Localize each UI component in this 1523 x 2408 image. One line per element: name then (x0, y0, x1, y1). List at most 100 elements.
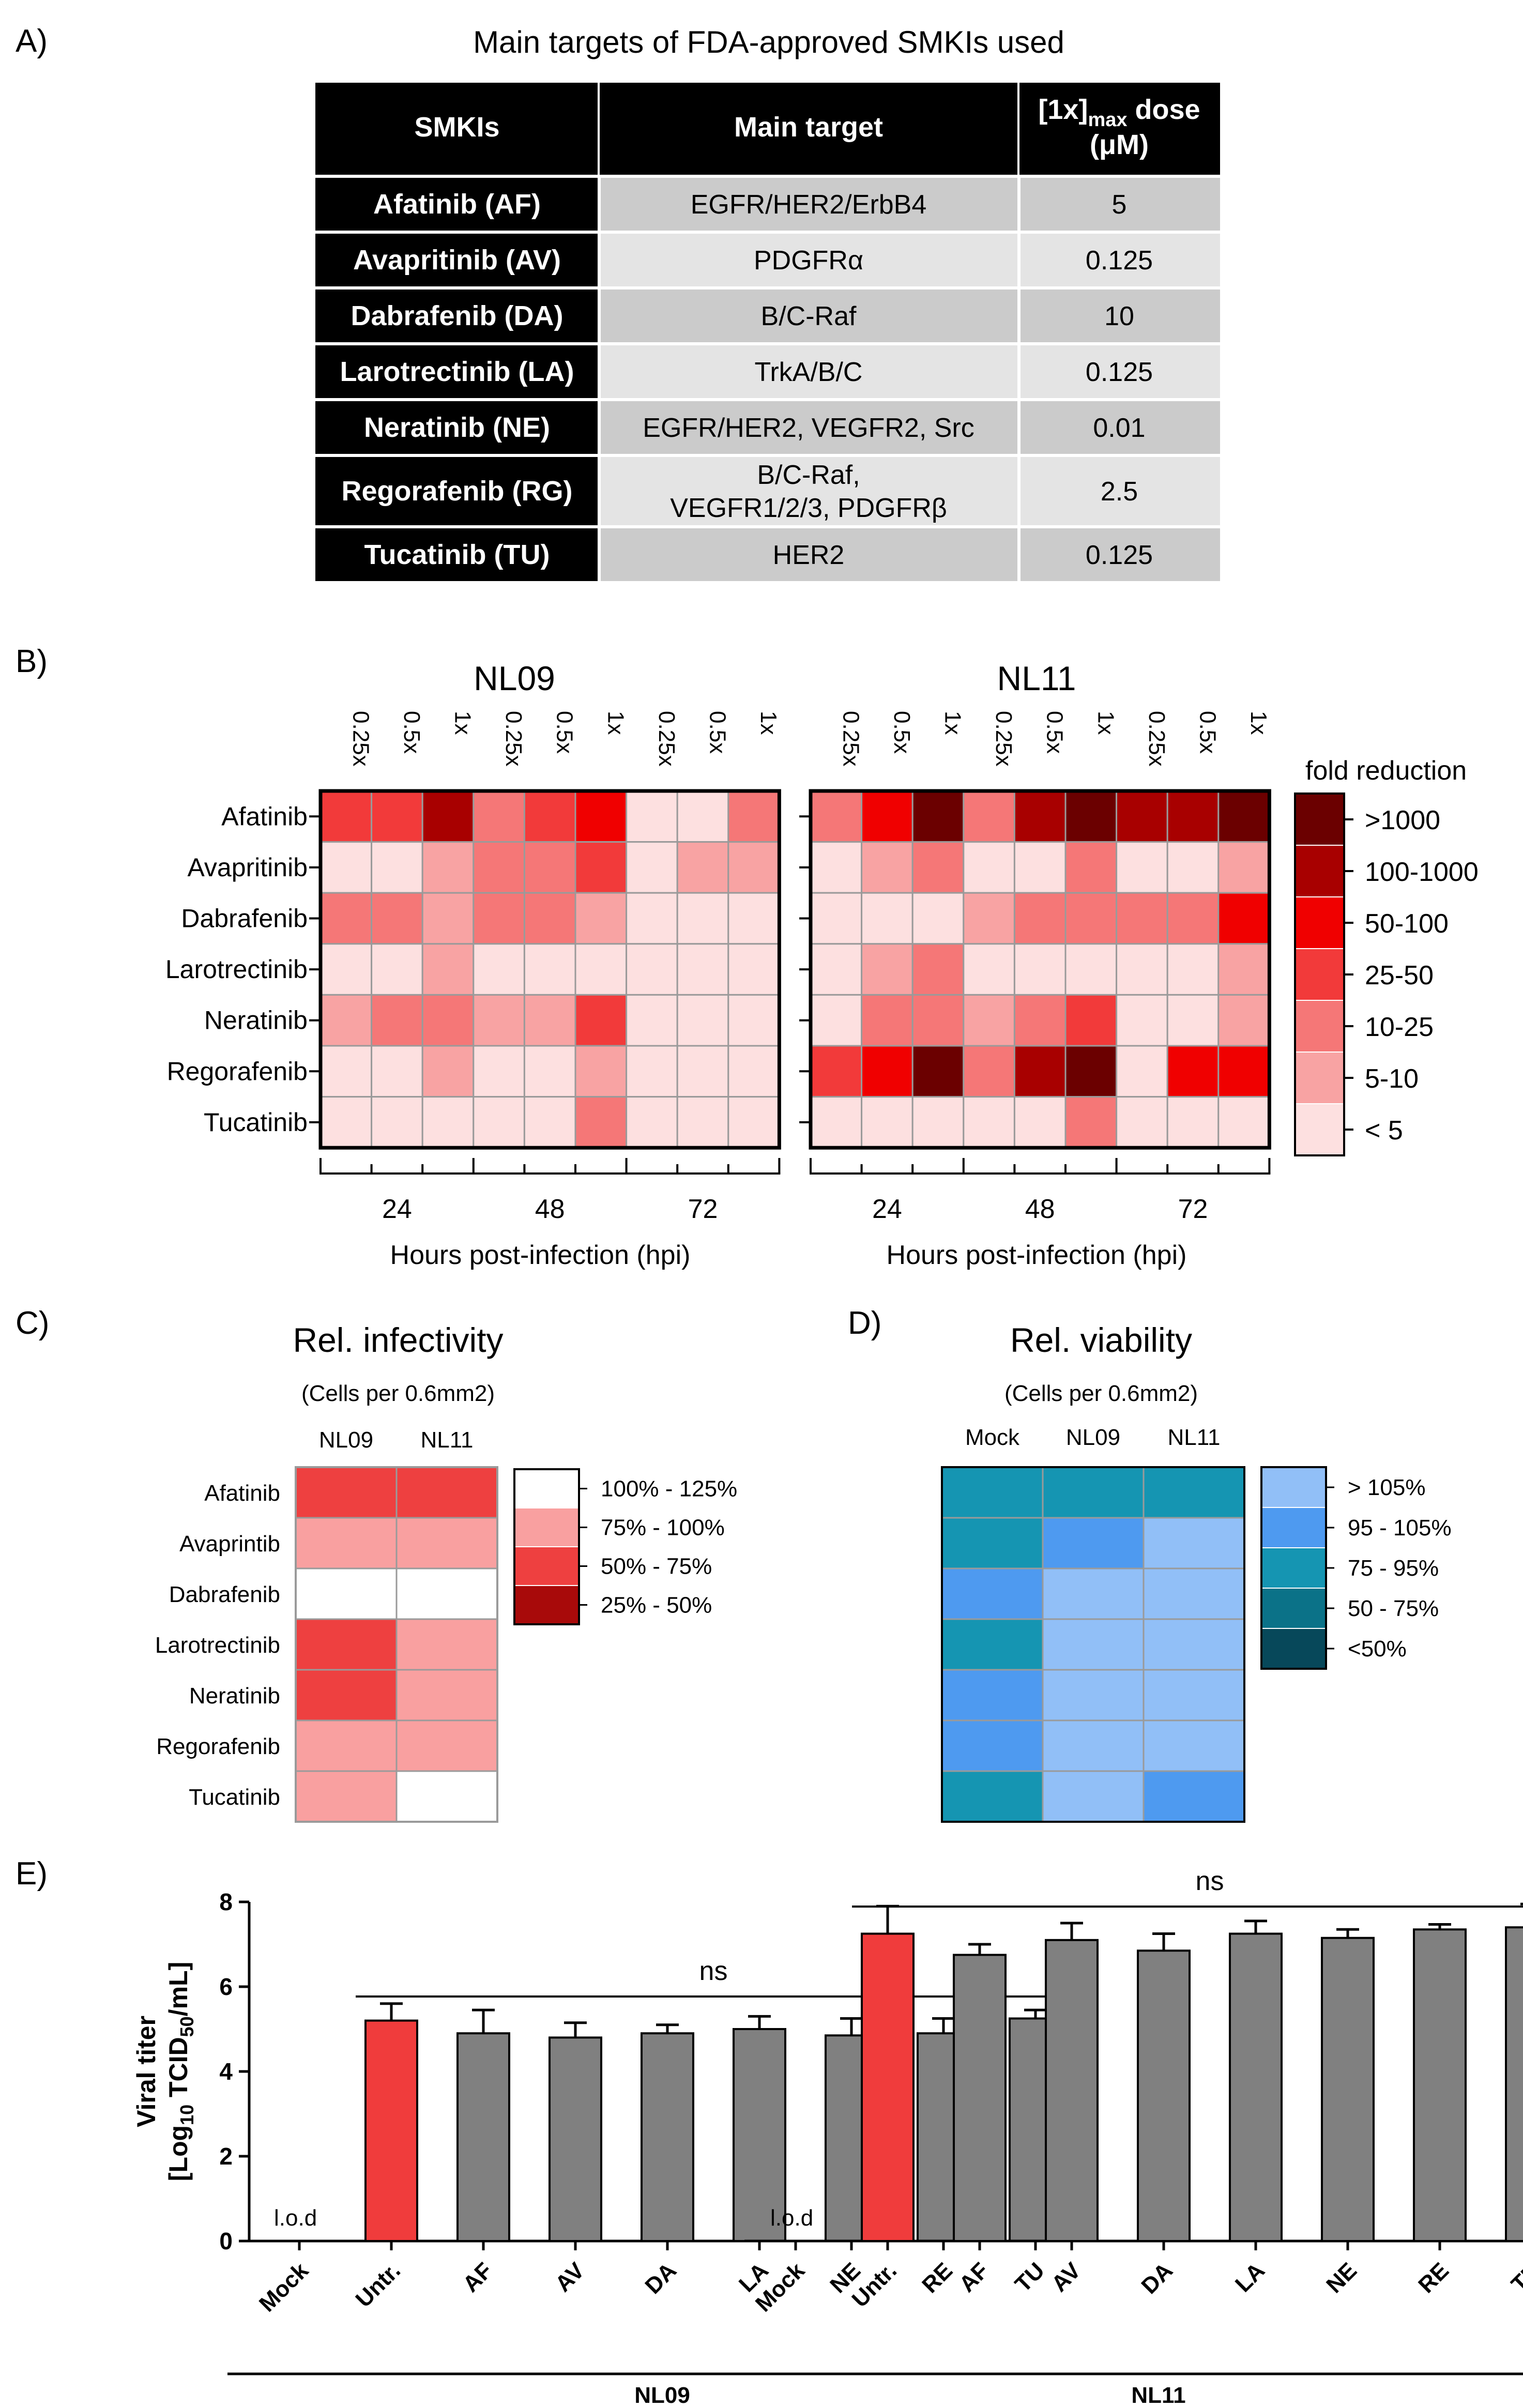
x-tick-label: DA (640, 2258, 681, 2299)
heatmap-cell (421, 892, 475, 945)
heatmap-cell (295, 1567, 398, 1620)
heatmap-cell (676, 994, 729, 1047)
heatmap-cell (1217, 943, 1270, 996)
table-name-cell (315, 234, 598, 286)
table-dose: 0.01 (1093, 413, 1145, 443)
heatmap-row-label: Afatinib (204, 1481, 280, 1506)
legend-swatch (1261, 1547, 1327, 1589)
heatmap-cell (1064, 892, 1118, 945)
heatmap-cell (861, 1045, 913, 1098)
heatmap-cell (963, 1045, 1015, 1098)
heatmap-cell (1013, 790, 1067, 843)
x-tick-label: Mock (254, 2258, 314, 2317)
legend-label: 50-100 (1365, 909, 1449, 939)
legend-label: 75 - 95% (1348, 1556, 1439, 1581)
heatmap-cell (727, 790, 780, 843)
heatmap-cell (1013, 1045, 1067, 1098)
x-tick-label: AF (954, 2258, 994, 2297)
infectivity-title: Rel. infectivity (293, 1321, 503, 1359)
heatmap-title-nl09: NL09 (474, 659, 555, 697)
table-drug-name: Avapritinib (AV) (353, 245, 561, 276)
table-target-cell (601, 345, 1017, 398)
legend-swatch (1294, 793, 1345, 846)
viability-subtitle: (Cells per 0.6mm2) (1004, 1381, 1198, 1406)
heatmap-cell (626, 1045, 678, 1098)
timepoint-label: 72 (688, 1194, 718, 1224)
legend-swatch (1294, 845, 1345, 897)
heatmap-cell (295, 1618, 398, 1671)
heatmap-cell (395, 1567, 498, 1620)
heatmap-cell (523, 1096, 576, 1149)
heatmap-cell (371, 892, 423, 945)
x-tick-label: RE (1413, 2258, 1454, 2298)
heatmap-cell (676, 1045, 729, 1098)
panel-letter-e: E) (16, 1856, 48, 1892)
heatmap-cell (1166, 790, 1220, 843)
heatmap-cell (861, 1096, 913, 1149)
heatmap-cell (626, 994, 678, 1047)
heatmap-column-label: NL11 (1168, 1425, 1221, 1450)
table-name-cell (315, 457, 598, 525)
heatmap-cell (574, 1045, 628, 1098)
heatmap-cell (295, 1517, 398, 1569)
heatmap-cell (523, 841, 576, 894)
heatmap-cell (626, 892, 678, 945)
table-header-dose: [1x]max dose (1038, 94, 1200, 131)
heatmap-cell (1143, 1466, 1245, 1519)
heatmap-row-label: Avapritinib (187, 853, 308, 882)
heatmap-cell (1116, 943, 1168, 996)
heatmap-cell (1042, 1669, 1145, 1721)
heatmap-cell (473, 790, 525, 843)
heatmap-cell (676, 790, 729, 843)
timepoint-label: 24 (872, 1194, 902, 1224)
heatmap-cell (371, 790, 423, 843)
table-dose-cell (1021, 401, 1220, 454)
heatmap-cell (473, 841, 525, 894)
table-name-cell (315, 289, 598, 342)
heatmap-cell (1166, 994, 1220, 1047)
heatmap-cell (941, 1466, 1044, 1519)
heatmap-cell (1064, 943, 1118, 996)
heatmap-cell (295, 1669, 398, 1721)
heatmap-cell (1064, 841, 1118, 894)
legend-label: > 105% (1348, 1475, 1425, 1500)
heatmap-dose-label: 1x (603, 711, 628, 735)
heatmap-cell (810, 892, 863, 945)
table-dose: 5 (1112, 190, 1127, 220)
heatmap-cell (941, 1770, 1044, 1823)
table-header-dose-unit: (μM) (1090, 129, 1149, 160)
table-dose: 0.125 (1086, 246, 1153, 276)
x-tick-label: LA (1230, 2258, 1270, 2297)
heatmap-cell (941, 1719, 1044, 1772)
heatmap-dose-label: 0.5x (1042, 711, 1068, 754)
heatmap-dose-label: 0.25x (654, 711, 679, 767)
table-target: EGFR/HER2, VEGFR2, Src (643, 413, 974, 443)
infectivity-legend: 100% - 125% 75% - 100% 50% - 75% 25% - 50% (513, 1468, 737, 1625)
table-drug-name: Neratinib (NE) (364, 412, 550, 443)
heatmap-cell (1042, 1719, 1145, 1772)
bar (1137, 1949, 1191, 2243)
heatmap-cell (1064, 790, 1118, 843)
heatmap-cell (727, 1096, 780, 1149)
heatmap-cell (574, 994, 628, 1047)
bar (861, 1932, 915, 2242)
legend-label: 95 - 105% (1348, 1515, 1452, 1541)
heatmap-dose-label: 1x (756, 711, 781, 735)
table-dose: 0.125 (1086, 357, 1153, 387)
bar (641, 2032, 694, 2242)
heatmap-cell (810, 943, 863, 996)
heatmap-cell (941, 1517, 1044, 1569)
heatmap-cell (1143, 1719, 1245, 1772)
heatmap-cell (1116, 1045, 1168, 1098)
heatmap-cell (861, 943, 913, 996)
x-tick-label: TU (1010, 2258, 1049, 2297)
heatmap-cell (395, 1719, 498, 1772)
table-name-cell (315, 528, 598, 581)
heatmap-cell (861, 841, 913, 894)
legend-swatch (1294, 1000, 1345, 1053)
heatmap-cell (963, 994, 1015, 1047)
heatmap-cell (1042, 1466, 1145, 1519)
lod-label: l.o.d (770, 2205, 813, 2231)
viral-titer-bar-chart: 0 2 4 6 8 Viral titer[Log10 TCID50/mL] Mock Unt… (132, 1866, 1523, 2408)
heatmap-frame (295, 1466, 498, 1823)
